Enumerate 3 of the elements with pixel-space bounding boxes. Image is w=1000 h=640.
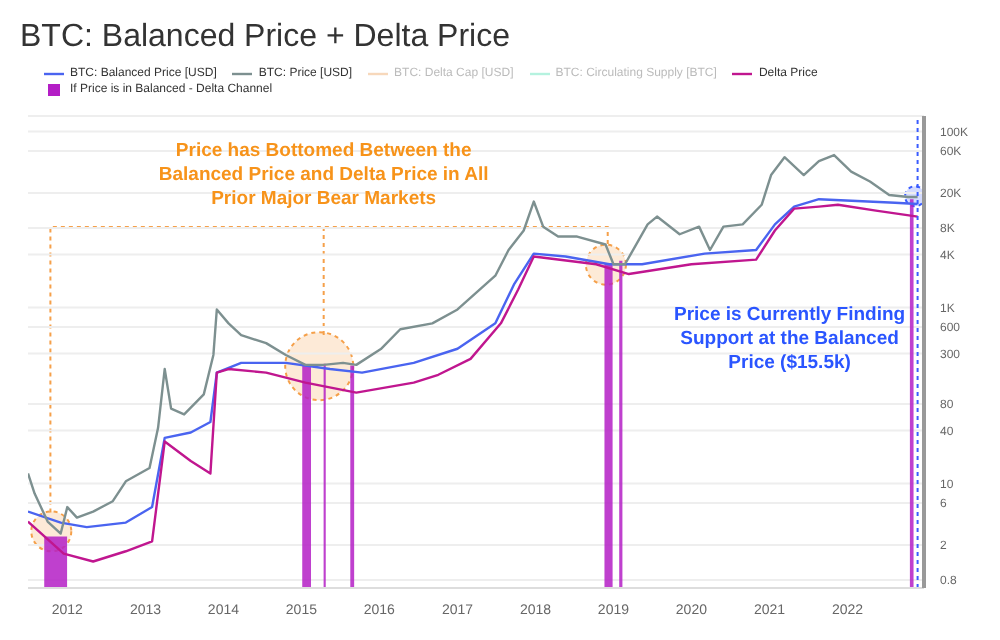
annotation: Price is Currently Finding Support at the Balanced Price ($15.5k) [671,304,908,377]
annotation: Price has Bottomed Between the Balanced Price and Delta Price in All Prior Major Bear Markets [158,139,489,212]
chart-title: BTC: Balanced Price + Delta Price [18,18,512,58]
